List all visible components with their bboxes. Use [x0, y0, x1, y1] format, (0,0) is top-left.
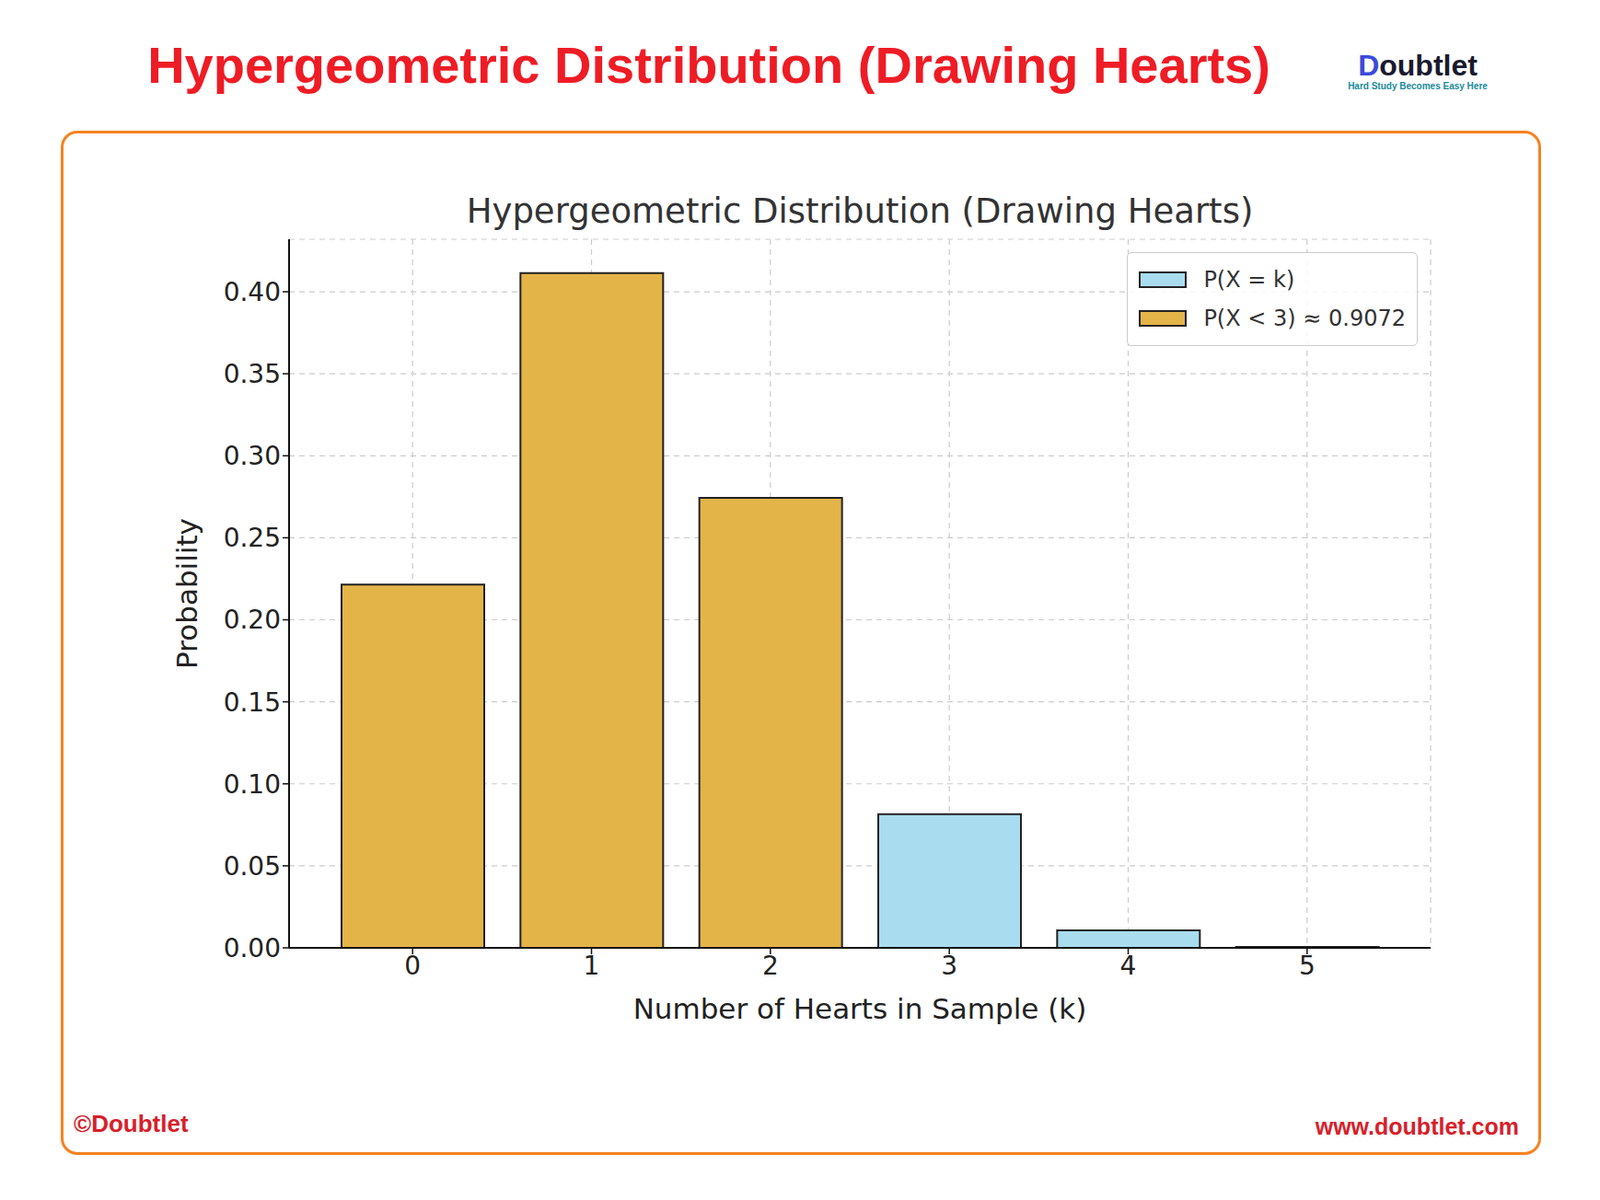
- svg-text:0: 0: [404, 950, 421, 982]
- svg-text:1: 1: [583, 950, 601, 982]
- svg-text:0.25: 0.25: [223, 522, 281, 554]
- svg-text:0.40: 0.40: [223, 277, 281, 308]
- html-text:www.doubtlet.com: www.doubtlet.com: [1315, 1113, 1519, 1140]
- html-text:Probability: Probability: [170, 518, 204, 670]
- svg-text:0.10: 0.10: [223, 769, 281, 800]
- svg-text:0.20: 0.20: [223, 604, 281, 636]
- html-text:P(X < 3) ≈ 0.9072: P(X < 3) ≈ 0.9072: [1203, 305, 1406, 332]
- svg-text:0.00: 0.00: [223, 933, 281, 964]
- svg-text:0.05: 0.05: [223, 851, 281, 882]
- svg-text:2: 2: [762, 950, 779, 982]
- svg-text:0.35: 0.35: [223, 359, 281, 390]
- html-text:Hypergeometric Distribution (D: Hypergeometric Distribution (Drawing Hea…: [147, 35, 1271, 94]
- svg-text:0.30: 0.30: [223, 440, 281, 472]
- html-text:Number of Hearts in Sample (k): Number of Hearts in Sample (k): [633, 992, 1087, 1026]
- html-text:P(X = k): P(X = k): [1203, 266, 1295, 293]
- html-text:Hypergeometric Distribution (D: Hypergeometric Distribution (Drawing Hea…: [466, 191, 1254, 232]
- svg-text:3: 3: [940, 950, 958, 982]
- svg-text:0.15: 0.15: [223, 687, 281, 719]
- html-text:Hard Study Becomes Easy Here: Hard Study Becomes Easy Here: [1347, 81, 1488, 92]
- svg-text:5: 5: [1298, 950, 1316, 982]
- html-text:©Doubtlet: ©Doubtlet: [73, 1110, 189, 1138]
- html-text:D oubtlet: D oubtlet: [1357, 48, 1478, 82]
- svg-text:4: 4: [1120, 950, 1137, 982]
